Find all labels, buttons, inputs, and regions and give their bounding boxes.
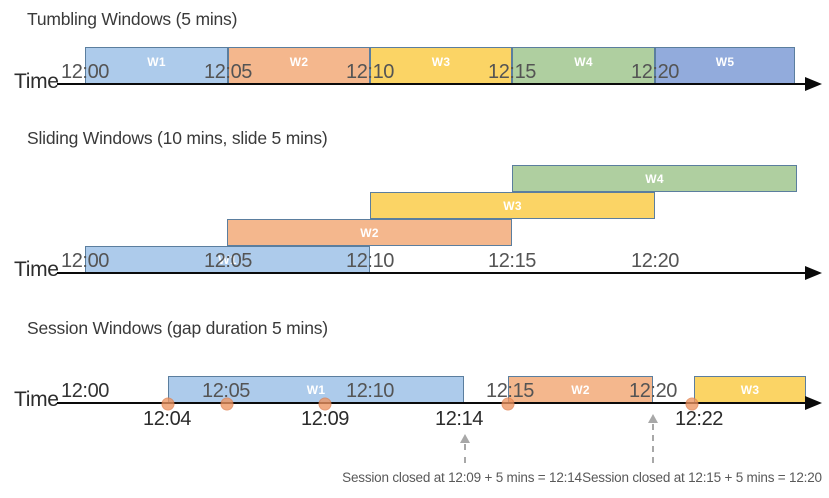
event-time-1209: 12:09 [300,408,350,430]
session-tick-1200: 12:00 [60,380,110,402]
tumbling-tick-1220: 12:20 [630,61,680,83]
event-dot-1205 [220,397,234,411]
sliding-axis-arrow-icon [805,266,822,280]
callout-arrow-up-icon [460,434,470,443]
sliding-tick-1205: 12:05 [203,250,253,272]
window-label: W2 [571,382,590,397]
session-time-axis-label: Time [14,388,59,411]
tumbling-title: Tumbling Windows (5 mins) [27,9,238,29]
session-title: Session Windows (gap duration 5 mins) [27,318,328,338]
sliding-window-w3: W3 [370,192,655,219]
sliding-tick-1200: 12:00 [60,250,110,272]
event-dot-1209 [318,397,332,411]
tumbling-tick-1210: 12:10 [345,61,395,83]
tumbling-axis-arrow-icon [805,77,822,91]
window-label: W1 [218,252,237,267]
tumbling-window-w5: W5 [655,47,795,84]
event-time-1204: 12:04 [142,408,192,430]
sliding-tick-1210: 12:10 [345,250,395,272]
session-window-w3: W3 [694,376,806,403]
event-dot-1215 [501,397,515,411]
window-label: W3 [503,198,522,213]
window-label: W3 [431,55,451,69]
sliding-tick-1215: 12:15 [487,250,537,272]
tumbling-tick-1205: 12:05 [203,61,253,83]
tumbling-tick-1215: 12:15 [487,61,537,83]
session-window-w2: W2 [508,376,653,403]
window-label: W1 [306,382,326,397]
tumbling-time-axis [57,83,807,85]
event-dot-1222 [685,397,699,411]
session-closed-annotation-1: Session closed at 12:09 + 5 mins = 12:14 [342,470,582,485]
window-label: W5 [715,55,735,69]
session-tick-1220: 12:20 [628,380,678,402]
window-label: W3 [740,382,760,397]
window-label: W4 [574,55,593,69]
tumbling-window-w3: W3 [370,47,512,84]
session-window-w1: W1 [168,376,464,403]
callout-arrow-up-icon [648,414,658,423]
sliding-title: Sliding Windows (10 mins, slide 5 mins) [27,128,328,148]
event-time-1222: 12:22 [674,408,724,430]
callout-arrow-line [464,444,466,463]
window-label: W1 [147,55,166,69]
session-time-axis [57,402,807,404]
sliding-time-axis-label: Time [14,258,59,281]
session-tick-1205: 12:05 [201,380,251,402]
window-label: W2 [289,55,309,69]
event-time-1214: 12:14 [434,408,484,430]
window-label: W2 [360,225,379,240]
window-label: W4 [645,171,664,186]
tumbling-time-axis-label: Time [14,70,59,93]
session-tick-1210: 12:10 [345,380,395,402]
event-dot-1204 [161,397,175,411]
sliding-window-w2: W2 [227,219,512,246]
session-axis-arrow-icon [805,396,822,410]
sliding-time-axis [57,272,807,274]
callout-arrow-line [652,424,654,463]
sliding-window-w1: W1 [85,246,370,273]
tumbling-tick-1200: 12:00 [60,61,110,83]
session-closed-annotation-2: Session closed at 12:15 + 5 mins = 12:20 [582,470,822,485]
tumbling-window-w1: W1 [85,47,228,84]
session-tick-1215: 12:15 [485,380,535,402]
sliding-window-w4: W4 [512,165,797,192]
sliding-tick-1220: 12:20 [630,250,680,272]
